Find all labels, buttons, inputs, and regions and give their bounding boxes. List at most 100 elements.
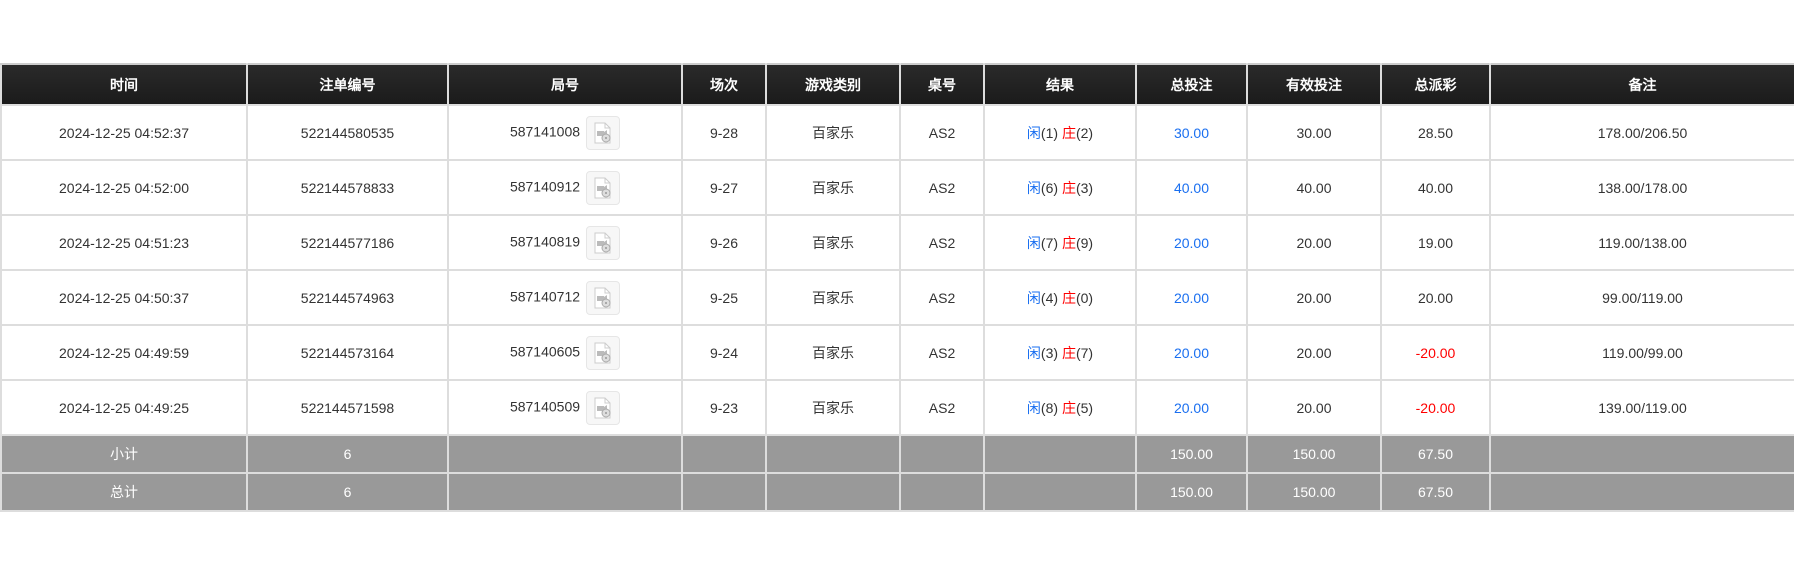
result-cell: 闲(1) 庄(2) [983,104,1137,161]
round-cell: 587140912 [447,159,683,216]
bet-id-cell: 522144573164 [246,324,449,381]
column-header-time[interactable]: 时间 [0,63,248,106]
payout-cell: -20.00 [1380,379,1491,436]
shoe-cell: 9-24 [681,324,767,381]
payout-cell: -20.00 [1380,324,1491,381]
total-total-bet: 150.00 [1135,472,1248,512]
note-cell: 138.00/178.00 [1489,159,1794,216]
banker-label: 庄 [1061,289,1076,306]
round-number: 587141008 [509,123,581,140]
table-no-cell: AS2 [899,104,985,161]
video-file-icon[interactable] [586,170,621,205]
total-bet-cell: 40.00 [1135,159,1248,216]
subtotal-label: 小计 [0,434,248,474]
total-valid-bet: 150.00 [1246,472,1382,512]
total-row: 总计 6 150.00 150.00 67.50 [0,472,1794,512]
banker-score: (3) [1075,179,1094,196]
empty-cell [983,434,1137,474]
column-header-table-no[interactable]: 桌号 [899,63,985,106]
empty-cell [447,434,683,474]
valid-bet-cell: 20.00 [1246,379,1382,436]
empty-cell [765,472,901,512]
empty-cell [899,434,985,474]
bet-id-cell: 522144578833 [246,159,449,216]
result-cell: 闲(8) 庄(5) [983,379,1137,436]
note-cell: 139.00/119.00 [1489,379,1794,436]
table-row: 2024-12-25 04:49:59 522144573164 5871406… [0,324,1794,381]
note-cell: 178.00/206.50 [1489,104,1794,161]
banker-label: 庄 [1061,344,1076,361]
table-header: 时间 注单编号 局号 场次 游戏类别 桌号 结果 总投注 有效投注 总派彩 备注 [0,63,1794,106]
shoe-cell: 9-28 [681,104,767,161]
banker-label: 庄 [1061,234,1076,251]
empty-cell [1489,434,1794,474]
bet-id-cell: 522144577186 [246,214,449,271]
round-cell: 587140819 [447,214,683,271]
subtotal-row: 小计 6 150.00 150.00 67.50 [0,434,1794,474]
time-cell: 2024-12-25 04:52:37 [0,104,248,161]
table-no-cell: AS2 [899,214,985,271]
video-file-icon[interactable] [586,225,621,260]
payout-cell: 40.00 [1380,159,1491,216]
round-number: 587140712 [509,288,581,305]
column-header-shoe[interactable]: 场次 [681,63,767,106]
subtotal-valid-bet: 150.00 [1246,434,1382,474]
column-header-payout[interactable]: 总派彩 [1380,63,1491,106]
round-cell: 587141008 [447,104,683,161]
banker-label: 庄 [1061,179,1076,196]
column-header-game-type[interactable]: 游戏类别 [765,63,901,106]
payout-cell: 19.00 [1380,214,1491,271]
video-file-icon[interactable] [586,115,621,150]
result-cell: 闲(3) 庄(7) [983,324,1137,381]
player-score: (1) [1040,124,1059,141]
total-label: 总计 [0,472,248,512]
column-header-note[interactable]: 备注 [1489,63,1794,106]
total-bet-cell: 30.00 [1135,104,1248,161]
table-row: 2024-12-25 04:51:23 522144577186 5871408… [0,214,1794,271]
note-cell: 119.00/138.00 [1489,214,1794,271]
player-score: (8) [1040,399,1059,416]
time-cell: 2024-12-25 04:50:37 [0,269,248,326]
banker-score: (7) [1075,344,1094,361]
round-number: 587140509 [509,398,581,415]
valid-bet-cell: 20.00 [1246,214,1382,271]
total-bet-cell: 20.00 [1135,214,1248,271]
player-label: 闲 [1026,234,1041,251]
banker-score: (2) [1075,124,1094,141]
empty-cell [681,472,767,512]
column-header-valid-bet[interactable]: 有效投注 [1246,63,1382,106]
result-cell: 闲(6) 庄(3) [983,159,1137,216]
column-header-round[interactable]: 局号 [447,63,683,106]
valid-bet-cell: 20.00 [1246,324,1382,381]
subtotal-total-bet: 150.00 [1135,434,1248,474]
column-header-total-bet[interactable]: 总投注 [1135,63,1248,106]
table-no-cell: AS2 [899,159,985,216]
game-cell: 百家乐 [765,214,901,271]
total-bet-cell: 20.00 [1135,324,1248,381]
valid-bet-cell: 20.00 [1246,269,1382,326]
subtotal-payout: 67.50 [1380,434,1491,474]
bet-id-cell: 522144574963 [246,269,449,326]
column-header-bet-id[interactable]: 注单编号 [246,63,449,106]
banker-score: (9) [1075,234,1094,251]
round-number: 587140912 [509,178,581,195]
bet-records-table: 时间 注单编号 局号 场次 游戏类别 桌号 结果 总投注 有效投注 总派彩 备注 2024-12-2… [0,63,1794,512]
result-cell: 闲(7) 庄(9) [983,214,1137,271]
player-label: 闲 [1026,399,1041,416]
empty-cell [447,472,683,512]
subtotal-count: 6 [246,434,449,474]
player-label: 闲 [1026,289,1041,306]
table-row: 2024-12-25 04:49:25 522144571598 5871405… [0,379,1794,436]
note-cell: 99.00/119.00 [1489,269,1794,326]
player-score: (6) [1040,179,1059,196]
shoe-cell: 9-23 [681,379,767,436]
column-header-result[interactable]: 结果 [983,63,1137,106]
round-cell: 587140605 [447,324,683,381]
time-cell: 2024-12-25 04:49:25 [0,379,248,436]
banker-score: (5) [1075,399,1094,416]
shoe-cell: 9-25 [681,269,767,326]
empty-cell [681,434,767,474]
video-file-icon[interactable] [586,335,621,370]
video-file-icon[interactable] [586,390,621,425]
video-file-icon[interactable] [586,280,621,315]
